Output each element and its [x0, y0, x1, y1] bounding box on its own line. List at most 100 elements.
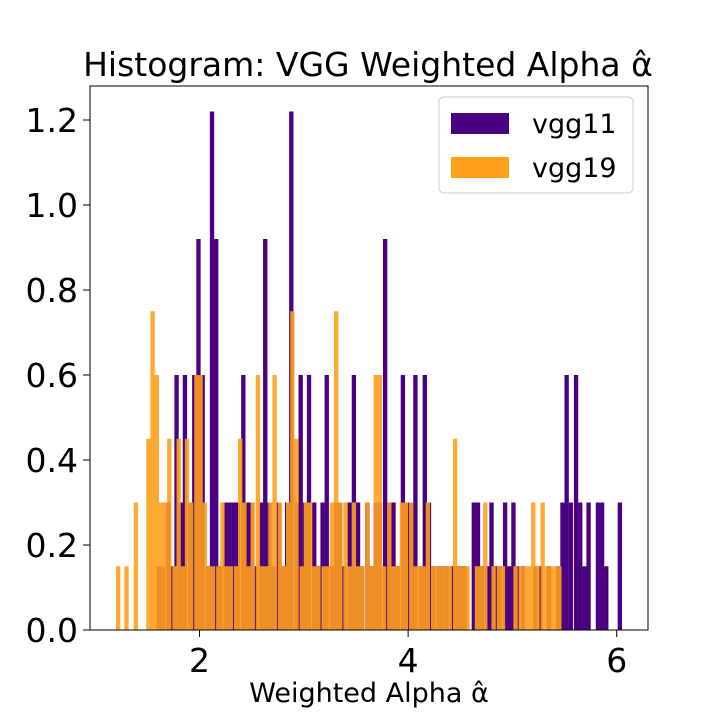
bar-vgg19-51 [355, 566, 361, 630]
bar-vgg19-66 [421, 566, 426, 630]
bar-vgg19-42 [316, 566, 321, 630]
bar-vgg19-53 [365, 502, 370, 630]
bar-vgg11-95 [604, 566, 609, 630]
bar-vgg19-13 [189, 502, 194, 630]
y-tick-label: 0.0 [26, 611, 78, 650]
bar-vgg19-62 [403, 502, 409, 630]
y-tick-label: 0.8 [26, 271, 78, 310]
bar-vgg19-34 [281, 566, 287, 630]
bar-vgg19-48 [343, 502, 348, 630]
bar-vgg19-83 [513, 566, 518, 630]
bar-vgg19-63 [409, 502, 414, 630]
bar-vgg19-50 [351, 502, 357, 630]
y-tick-label: 0.6 [26, 356, 78, 395]
bar-vgg19-60 [395, 566, 400, 630]
bar-vgg19-9 [172, 566, 177, 630]
legend-label-vgg11: vgg11 [532, 109, 617, 140]
bar-vgg19-73 [452, 438, 458, 630]
bar-vgg19-18 [210, 566, 216, 630]
bar-vgg19-91 [548, 566, 554, 630]
bar-vgg19-74 [457, 566, 462, 630]
bar-vgg19-37 [294, 438, 299, 630]
bar-vgg19-49 [347, 566, 352, 630]
bar-vgg19-16 [202, 502, 207, 630]
bar-vgg11-24 [263, 239, 268, 630]
bar-vgg19-85 [522, 566, 528, 630]
bar-vgg19-65 [417, 566, 422, 630]
y-tick-label: 0.4 [26, 441, 78, 480]
bar-vgg19-36 [290, 311, 295, 630]
bar-vgg19-27 [250, 502, 255, 630]
bar-vgg19-21 [224, 566, 229, 630]
bar-vgg19-12 [184, 438, 190, 630]
bar-vgg11-89 [573, 375, 579, 630]
bar-vgg19-79 [483, 502, 488, 630]
bar-vgg19-23 [233, 566, 239, 630]
bar-vgg19-58 [387, 502, 392, 630]
bar-vgg11-38 [324, 375, 329, 630]
bar-vgg19-55 [373, 375, 378, 630]
y-tick-label: 0.2 [26, 526, 78, 565]
bar-vgg19-33 [277, 502, 282, 630]
bar-vgg19-75 [461, 566, 466, 630]
bar-vgg11-51 [383, 239, 388, 630]
chart-title: Histogram: VGG Weighted Alpha α̂ [83, 45, 653, 84]
bar-vgg19-47 [338, 502, 343, 630]
bar-vgg19-5 [154, 375, 159, 630]
bar-vgg19-15 [198, 375, 203, 630]
bar-vgg11-58 [413, 375, 418, 630]
bar-vgg19-80 [491, 566, 496, 630]
bar-vgg19-17 [206, 566, 212, 630]
bar-vgg19-88 [535, 566, 540, 630]
bar-vgg19-30 [264, 566, 269, 630]
bar-vgg11-13 [214, 239, 219, 630]
bar-vgg19-25 [242, 502, 247, 630]
bar-vgg19-82 [500, 566, 506, 630]
bar-vgg19-7 [162, 502, 168, 630]
bar-vgg19-14 [194, 375, 199, 630]
bar-vgg11-70 [471, 502, 476, 630]
bar-vgg19-87 [531, 502, 536, 630]
bar-vgg11-88 [568, 502, 573, 630]
bar-vgg11-94 [599, 502, 605, 630]
x-tick-label: 6 [606, 641, 627, 680]
bar-vgg11-60 [422, 375, 427, 630]
bar-vgg19-3 [146, 438, 151, 630]
bar-vgg19-0 [116, 566, 121, 630]
bar-vgg19-59 [391, 566, 396, 630]
bar-vgg19-67 [425, 502, 431, 630]
bar-vgg19-93 [557, 566, 562, 630]
bar-vgg19-26 [246, 566, 251, 630]
bar-vgg19-1 [124, 566, 129, 630]
bar-vgg19-52 [360, 566, 365, 630]
x-axis-label: Weighted Alpha α̂ [249, 678, 489, 709]
bar-vgg11-32 [298, 375, 303, 630]
legend-swatch-vgg19 [451, 157, 509, 178]
bar-vgg11-78 [507, 566, 512, 630]
bar-vgg19-90 [544, 566, 549, 630]
bars-layer [116, 111, 623, 630]
bar-vgg11-92 [586, 502, 591, 630]
bar-vgg19-11 [180, 566, 185, 630]
bar-vgg19-19 [216, 566, 221, 630]
bar-vgg11-96 [617, 502, 623, 630]
bar-vgg19-46 [333, 311, 339, 630]
y-tick-label: 1.2 [26, 101, 78, 140]
bar-vgg19-10 [176, 438, 181, 630]
bar-vgg19-57 [381, 566, 387, 630]
bar-vgg19-20 [220, 502, 225, 630]
bar-vgg19-32 [272, 375, 277, 630]
x-tick-label: 4 [398, 641, 419, 680]
bar-vgg19-61 [399, 502, 405, 630]
bar-vgg19-24 [238, 438, 243, 630]
bar-vgg19-43 [321, 566, 326, 630]
bar-vgg19-28 [255, 375, 261, 630]
legend-label-vgg19: vgg19 [532, 153, 617, 184]
bar-vgg19-64 [413, 566, 418, 630]
bar-vgg19-71 [443, 566, 448, 630]
bar-vgg19-56 [377, 375, 383, 630]
bar-vgg19-35 [286, 502, 291, 630]
bar-vgg11-93 [595, 502, 601, 630]
bar-vgg19-6 [158, 502, 164, 630]
bar-vgg19-70 [439, 566, 444, 630]
